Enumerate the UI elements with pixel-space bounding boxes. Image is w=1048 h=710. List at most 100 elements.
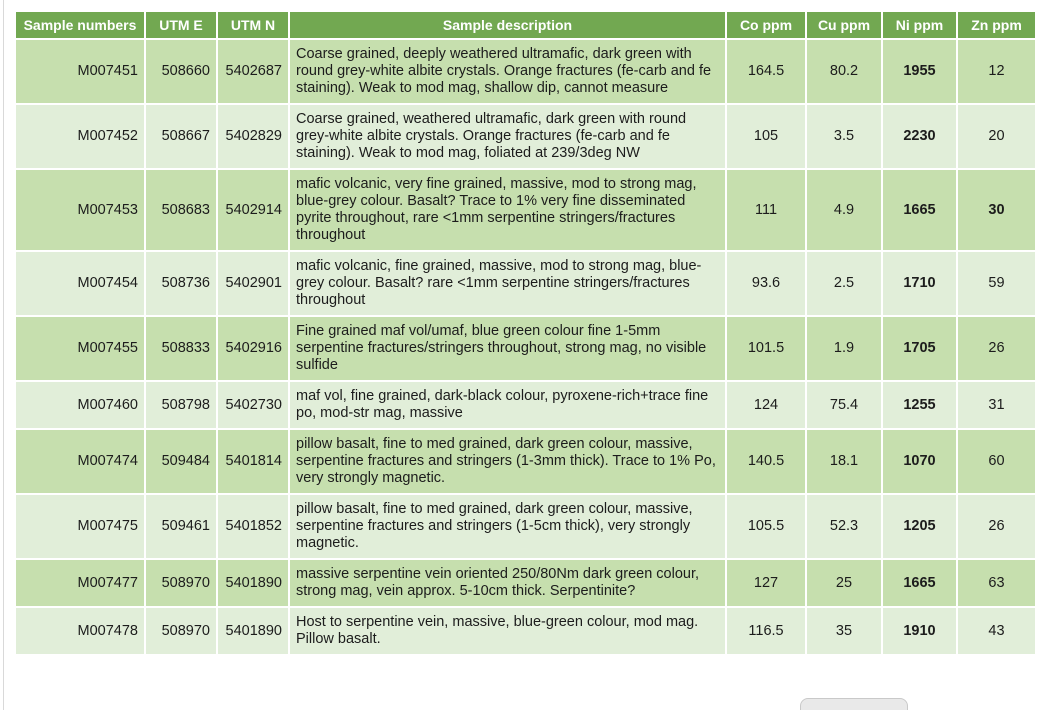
table-row: M007451 508660 5402687 Coarse grained, deep… bbox=[14, 38, 1037, 105]
table-row: M007452 508667 5402829 Coarse grained, weat… bbox=[14, 103, 1037, 170]
utm-n-cell: 5402916 bbox=[216, 315, 290, 382]
column-header-sample-numbers: Sample numbers bbox=[14, 10, 146, 40]
sample-number-cell: M007453 bbox=[14, 168, 146, 252]
bottom-overlay-pill bbox=[800, 698, 908, 710]
utm-e-cell: 509484 bbox=[144, 428, 218, 495]
utm-e-cell: 508833 bbox=[144, 315, 218, 382]
ni-ppm-cell: 1255 bbox=[881, 380, 958, 430]
utm-n-cell: 5402730 bbox=[216, 380, 290, 430]
sample-number-cell: M007452 bbox=[14, 103, 146, 170]
utm-e-cell: 508798 bbox=[144, 380, 218, 430]
utm-e-cell: 508970 bbox=[144, 606, 218, 656]
table-row: M007477 508970 5401890 massive serpentine v… bbox=[14, 558, 1037, 608]
column-header-utm-n: UTM N bbox=[216, 10, 290, 40]
table-row: M007478 508970 5401890 Host to serpentine v… bbox=[14, 606, 1037, 656]
co-ppm-cell: 140.5 bbox=[725, 428, 807, 495]
table-row: M007460 508798 5402730 maf vol, fine graine… bbox=[14, 380, 1037, 430]
cu-ppm-cell: 18.1 bbox=[805, 428, 883, 495]
sample-number-cell: M007478 bbox=[14, 606, 146, 656]
cu-ppm-cell: 75.4 bbox=[805, 380, 883, 430]
sample-number-cell: M007454 bbox=[14, 250, 146, 317]
cu-ppm-cell: 35 bbox=[805, 606, 883, 656]
co-ppm-cell: 164.5 bbox=[725, 38, 807, 105]
cu-ppm-cell: 2.5 bbox=[805, 250, 883, 317]
ni-ppm-cell: 1205 bbox=[881, 493, 958, 560]
utm-e-cell: 508736 bbox=[144, 250, 218, 317]
utm-n-cell: 5402687 bbox=[216, 38, 290, 105]
co-ppm-cell: 111 bbox=[725, 168, 807, 252]
cu-ppm-cell: 4.9 bbox=[805, 168, 883, 252]
zn-ppm-cell: 59 bbox=[956, 250, 1037, 317]
cu-ppm-cell: 1.9 bbox=[805, 315, 883, 382]
cu-ppm-cell: 3.5 bbox=[805, 103, 883, 170]
utm-e-cell: 508683 bbox=[144, 168, 218, 252]
utm-n-cell: 5402829 bbox=[216, 103, 290, 170]
sample-number-cell: M007451 bbox=[14, 38, 146, 105]
sample-number-cell: M007460 bbox=[14, 380, 146, 430]
utm-n-cell: 5402901 bbox=[216, 250, 290, 317]
sample-description-cell: maf vol, fine grained, dark-black colour… bbox=[288, 380, 727, 430]
table-row: M007454 508736 5402901 mafic volcanic, fine… bbox=[14, 250, 1037, 317]
table-row: M007474 509484 5401814 pillow basalt, fine … bbox=[14, 428, 1037, 495]
ni-ppm-cell: 1710 bbox=[881, 250, 958, 317]
co-ppm-cell: 116.5 bbox=[725, 606, 807, 656]
utm-e-cell: 508660 bbox=[144, 38, 218, 105]
cu-ppm-cell: 52.3 bbox=[805, 493, 883, 560]
sample-description-cell: Host to serpentine vein, massive, blue-g… bbox=[288, 606, 727, 656]
ni-ppm-cell: 1955 bbox=[881, 38, 958, 105]
sample-number-cell: M007475 bbox=[14, 493, 146, 560]
column-header-ni-ppm: Ni ppm bbox=[881, 10, 958, 40]
zn-ppm-cell: 12 bbox=[956, 38, 1037, 105]
zn-ppm-cell: 26 bbox=[956, 315, 1037, 382]
utm-e-cell: 509461 bbox=[144, 493, 218, 560]
utm-e-cell: 508970 bbox=[144, 558, 218, 608]
co-ppm-cell: 124 bbox=[725, 380, 807, 430]
sample-number-cell: M007474 bbox=[14, 428, 146, 495]
sample-description-cell: Fine grained maf vol/umaf, blue green co… bbox=[288, 315, 727, 382]
co-ppm-cell: 101.5 bbox=[725, 315, 807, 382]
table-row: M007453 508683 5402914 mafic volcanic, very… bbox=[14, 168, 1037, 252]
sample-assay-table: Sample numbers UTM E UTM N Sample descripti… bbox=[14, 10, 1037, 656]
zn-ppm-cell: 30 bbox=[956, 168, 1037, 252]
sample-description-cell: Coarse grained, weathered ultramafic, da… bbox=[288, 103, 727, 170]
utm-n-cell: 5401890 bbox=[216, 606, 290, 656]
co-ppm-cell: 93.6 bbox=[725, 250, 807, 317]
co-ppm-cell: 105 bbox=[725, 103, 807, 170]
utm-n-cell: 5401814 bbox=[216, 428, 290, 495]
zn-ppm-cell: 43 bbox=[956, 606, 1037, 656]
column-header-co-ppm: Co ppm bbox=[725, 10, 807, 40]
zn-ppm-cell: 26 bbox=[956, 493, 1037, 560]
sample-description-cell: pillow basalt, fine to med grained, dark… bbox=[288, 493, 727, 560]
table-row: M007455 508833 5402916 Fine grained maf vol… bbox=[14, 315, 1037, 382]
column-header-zn-ppm: Zn ppm bbox=[956, 10, 1037, 40]
utm-e-cell: 508667 bbox=[144, 103, 218, 170]
sample-description-cell: Coarse grained, deeply weathered ultrama… bbox=[288, 38, 727, 105]
utm-n-cell: 5402914 bbox=[216, 168, 290, 252]
ni-ppm-cell: 1910 bbox=[881, 606, 958, 656]
sample-description-cell: massive serpentine vein oriented 250/80N… bbox=[288, 558, 727, 608]
cu-ppm-cell: 25 bbox=[805, 558, 883, 608]
ni-ppm-cell: 2230 bbox=[881, 103, 958, 170]
cu-ppm-cell: 80.2 bbox=[805, 38, 883, 105]
sample-description-cell: mafic volcanic, very fine grained, massi… bbox=[288, 168, 727, 252]
co-ppm-cell: 105.5 bbox=[725, 493, 807, 560]
ni-ppm-cell: 1705 bbox=[881, 315, 958, 382]
column-header-cu-ppm: Cu ppm bbox=[805, 10, 883, 40]
utm-n-cell: 5401890 bbox=[216, 558, 290, 608]
zn-ppm-cell: 60 bbox=[956, 428, 1037, 495]
sample-number-cell: M007477 bbox=[14, 558, 146, 608]
table-header-row: Sample numbers UTM E UTM N Sample descripti… bbox=[14, 10, 1037, 40]
column-header-utm-e: UTM E bbox=[144, 10, 218, 40]
page-left-edge bbox=[3, 0, 4, 710]
table-row: M007475 509461 5401852 pillow basalt, fine … bbox=[14, 493, 1037, 560]
utm-n-cell: 5401852 bbox=[216, 493, 290, 560]
ni-ppm-cell: 1665 bbox=[881, 168, 958, 252]
ni-ppm-cell: 1665 bbox=[881, 558, 958, 608]
zn-ppm-cell: 31 bbox=[956, 380, 1037, 430]
sample-description-cell: pillow basalt, fine to med grained, dark… bbox=[288, 428, 727, 495]
sample-description-cell: mafic volcanic, fine grained, massive, m… bbox=[288, 250, 727, 317]
co-ppm-cell: 127 bbox=[725, 558, 807, 608]
column-header-sample-description: Sample description bbox=[288, 10, 727, 40]
ni-ppm-cell: 1070 bbox=[881, 428, 958, 495]
